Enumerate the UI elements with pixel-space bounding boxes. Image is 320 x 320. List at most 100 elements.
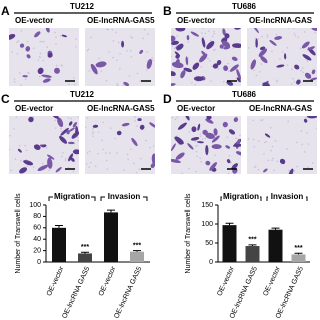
pore	[126, 153, 129, 156]
pore	[152, 145, 155, 147]
cell	[190, 136, 200, 141]
pore	[261, 35, 263, 38]
pore	[20, 84, 22, 86]
cell	[150, 163, 155, 169]
pore	[26, 40, 29, 43]
pore	[287, 120, 289, 123]
pore	[14, 158, 17, 160]
cell	[252, 28, 259, 34]
pore	[296, 141, 298, 144]
pore	[37, 59, 40, 61]
y-axis-label: Number of Transwell cells	[15, 193, 22, 274]
pore	[194, 83, 197, 86]
pore	[213, 30, 215, 33]
cell	[205, 132, 215, 140]
image-label: OE-lncRNA-GAS	[249, 104, 313, 113]
cell	[212, 63, 219, 69]
cell	[222, 28, 226, 36]
pore	[195, 150, 198, 153]
cell	[72, 149, 79, 155]
pore	[41, 162, 44, 165]
micrograph	[247, 28, 317, 86]
pore	[267, 159, 270, 162]
cell	[68, 153, 74, 162]
image-bg	[85, 116, 155, 174]
pore	[214, 154, 216, 156]
x-tick-label: OE-vector	[262, 265, 282, 297]
pore	[67, 117, 70, 119]
pore	[254, 165, 257, 168]
cell	[61, 34, 67, 38]
cell	[236, 77, 241, 83]
pore	[253, 145, 256, 148]
pore	[27, 71, 29, 74]
pore	[296, 165, 298, 168]
pore	[136, 72, 139, 75]
pore	[302, 71, 304, 74]
pore	[176, 35, 178, 38]
pore	[314, 32, 316, 34]
pore	[255, 74, 258, 77]
pore	[260, 63, 263, 65]
cell	[137, 118, 142, 122]
cell	[180, 70, 186, 79]
x-tick-label: OE-vector	[46, 265, 66, 297]
cell	[175, 28, 186, 32]
pore	[297, 36, 300, 39]
pore	[39, 52, 42, 55]
pore	[18, 72, 21, 74]
pore	[194, 140, 197, 143]
pore	[38, 55, 41, 58]
pore	[257, 37, 260, 40]
cell	[211, 144, 222, 150]
error-bar	[107, 209, 115, 213]
y-tick-label: 0	[37, 259, 41, 266]
pore	[60, 34, 62, 37]
pore	[20, 159, 22, 162]
pore	[85, 163, 88, 166]
pore	[42, 59, 45, 62]
cell	[151, 153, 155, 165]
cell	[90, 63, 98, 75]
error-bar	[55, 225, 63, 228]
cell	[311, 28, 317, 31]
pore	[202, 36, 205, 38]
pore	[228, 155, 231, 157]
cell	[95, 61, 107, 68]
cell	[190, 31, 199, 37]
cell	[121, 40, 125, 48]
pore	[147, 33, 149, 35]
pore	[24, 144, 26, 147]
pore	[292, 77, 294, 80]
cell	[121, 122, 130, 127]
pore	[304, 151, 306, 153]
bar	[268, 229, 283, 262]
pore	[252, 138, 255, 141]
pore	[210, 80, 212, 82]
y-tick-label: 100	[29, 202, 41, 209]
pore	[92, 135, 94, 137]
pore	[73, 77, 75, 79]
pore	[306, 131, 308, 134]
cell	[33, 144, 41, 151]
cell	[294, 64, 300, 70]
cell	[260, 55, 268, 64]
pore	[307, 143, 310, 145]
bar	[222, 225, 237, 262]
cell	[171, 143, 176, 152]
cell	[225, 145, 231, 149]
pore	[116, 84, 119, 86]
cell	[171, 158, 181, 164]
pore	[126, 50, 128, 52]
pore	[129, 148, 132, 150]
pore	[222, 80, 225, 83]
pore	[286, 148, 288, 150]
pore	[204, 137, 207, 140]
pore	[195, 145, 197, 148]
image-label: OE-vector	[177, 104, 215, 113]
group-label-bg	[222, 192, 260, 201]
x-tick-label: OE-vector	[98, 265, 118, 297]
pore	[207, 57, 209, 60]
pore	[199, 157, 201, 159]
pore	[91, 132, 94, 135]
